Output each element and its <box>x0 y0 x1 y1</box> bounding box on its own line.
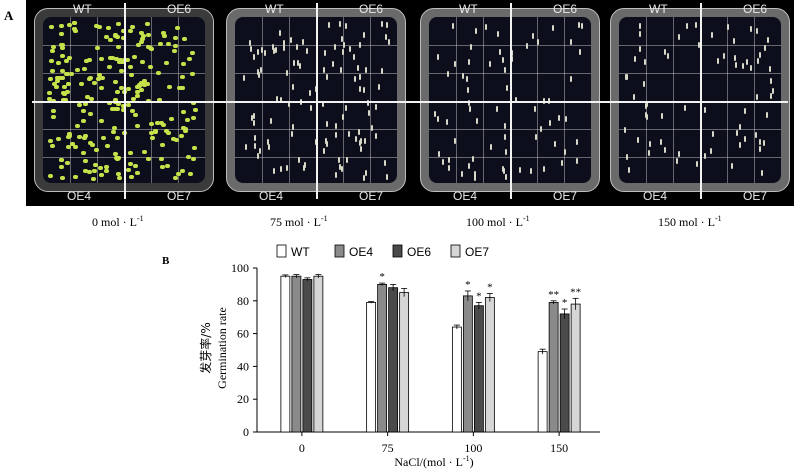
agar-plate: WT OE6 OE4 OE7 <box>34 2 214 203</box>
bar <box>366 302 377 433</box>
y-axis-label-cn: 发芽率/% <box>198 322 213 373</box>
panel-b-label: B <box>162 255 170 267</box>
bar <box>388 287 399 433</box>
x-tick-label: 150 <box>550 441 568 455</box>
significance-marker: ** <box>570 286 581 298</box>
significance-marker: * <box>487 281 493 293</box>
plate-line-label: OE7 <box>358 189 383 203</box>
bar <box>462 295 473 433</box>
plate-line-label: OE7 <box>552 189 577 203</box>
bar <box>559 313 570 433</box>
bar <box>484 297 495 433</box>
x-tick-label: 75 <box>382 441 394 455</box>
legend-label: WT <box>291 245 310 259</box>
condition-label-75: 75 mol · L-1 <box>270 214 328 229</box>
legend-label: OE4 <box>349 245 373 259</box>
condition-label-0: 0 mol · L-1 <box>92 214 144 229</box>
plate-line-label: WT <box>459 2 478 16</box>
significance-marker: * <box>465 279 471 291</box>
agar-plate: WT OE6 OE4 OE7 <box>420 2 600 203</box>
x-tick-label: 0 <box>299 441 305 455</box>
significance-marker: * <box>379 271 385 283</box>
bar <box>377 283 388 433</box>
plate-line-label: WT <box>265 2 284 16</box>
legend-swatch <box>450 244 461 258</box>
condition-label-100: 100 mol · L-1 <box>466 214 530 229</box>
legend-swatch <box>392 244 403 258</box>
significance-marker: ** <box>548 289 559 301</box>
bar <box>537 351 548 433</box>
legend-swatch <box>334 244 345 258</box>
plate-line-label: OE6 <box>358 2 383 16</box>
legend-label: OE6 <box>407 245 431 259</box>
plate-line-label: OE4 <box>67 189 92 203</box>
chart-legend: WT OE4 OE6 OE7 <box>276 244 489 259</box>
plate-line-label: WT <box>649 2 668 16</box>
panel-a-label: A <box>4 8 14 23</box>
bar <box>280 275 291 433</box>
agar-plate: WT OE6 OE4 OE7 <box>226 2 406 203</box>
plate-line-label: OE6 <box>166 2 191 16</box>
plate-photograph: WT OE6 OE4 OE7 WT OE6 OE4 OE7 WT OE6 OE4 OE7 WT OE6 OE… <box>26 0 794 206</box>
horizontal-divider <box>32 101 788 103</box>
plate-line-label: OE7 <box>166 189 191 203</box>
bar <box>313 275 324 433</box>
chart-bars: ********* <box>280 271 581 433</box>
plate-line-label: OE6 <box>552 2 577 16</box>
bar <box>451 326 462 433</box>
condition-label-150: 150 mol · L-1 <box>658 214 722 229</box>
bar <box>302 279 313 433</box>
legend-swatch <box>276 244 287 258</box>
x-tick-label: 100 <box>464 441 482 455</box>
legend-label: OE7 <box>465 245 489 259</box>
plate-line-label: OE4 <box>643 189 668 203</box>
significance-marker: * <box>562 297 568 309</box>
x-axis-label: NaCl/(mol · L-1) <box>394 454 473 469</box>
bar <box>399 292 410 433</box>
bar <box>473 305 484 433</box>
y-tick-label: 40 <box>237 359 249 373</box>
y-tick-label: 0 <box>243 425 249 439</box>
agar-plate: WT OE6 OE4 OE7 <box>610 2 790 203</box>
plate-line-label: WT <box>73 2 92 16</box>
y-tick-label: 100 <box>231 261 249 275</box>
plate-line-label: OE7 <box>742 189 767 203</box>
significance-marker: * <box>476 290 482 302</box>
bar <box>570 303 581 433</box>
plate-line-label: OE4 <box>259 189 284 203</box>
bar <box>291 275 302 433</box>
y-tick-label: 20 <box>237 392 249 406</box>
bar <box>548 302 559 433</box>
plate-line-label: OE4 <box>453 189 478 203</box>
y-axis-label-en: Germination rate <box>215 307 229 389</box>
y-tick-label: 80 <box>237 294 249 308</box>
y-tick-label: 60 <box>237 327 249 341</box>
plate-line-label: OE6 <box>742 2 767 16</box>
